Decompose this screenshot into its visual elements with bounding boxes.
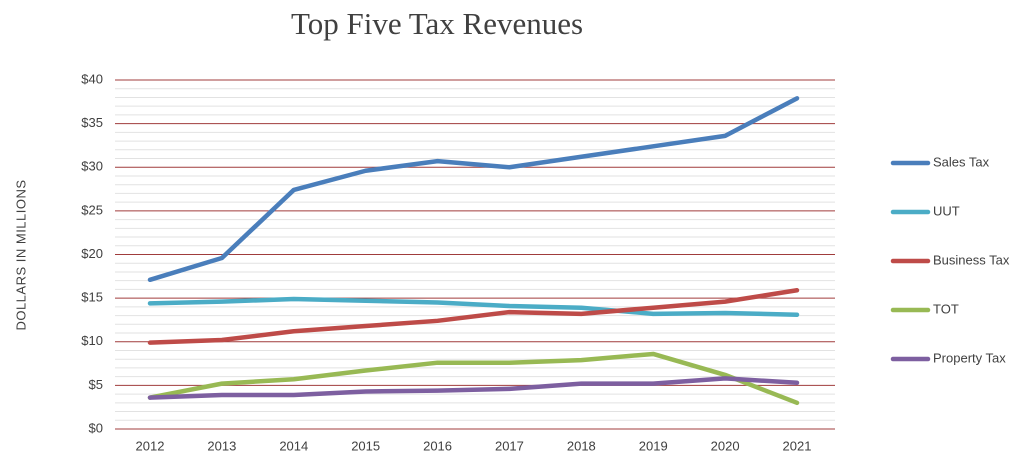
chart-title: Top Five Tax Revenues [291,6,583,41]
x-tick-label: 2012 [136,438,165,453]
series-line [147,376,800,400]
legend-label: Business Tax [933,252,1010,267]
x-tick-label: 2015 [351,438,380,453]
x-tick-label: 2013 [207,438,236,453]
x-tick-label: 2016 [423,438,452,453]
y-tick-label: $15 [81,290,103,305]
legend-label: TOT [933,301,959,316]
legend-label: Sales Tax [933,154,990,169]
x-tick-label: 2019 [639,438,668,453]
x-tick-label: 2020 [711,438,740,453]
y-tick-label: $30 [81,159,103,174]
y-tick-label: $25 [81,202,103,217]
y-tick-label: $40 [81,71,103,86]
series-line [147,296,800,317]
y-axis-title: DOLLARS IN MILLIONS [13,179,28,330]
legend-label: Property Tax [933,350,1006,365]
x-tick-label: 2017 [495,438,524,453]
y-tick-label: $20 [81,246,103,261]
series-line [147,351,800,406]
y-tick-label: $10 [81,333,103,348]
legend-label: UUT [933,203,960,218]
series-line [147,288,800,345]
x-tick-label: 2018 [567,438,596,453]
y-tick-label: $35 [81,115,103,130]
x-tick-label: 2021 [783,438,812,453]
x-tick-label: 2014 [279,438,308,453]
y-tick-label: $0 [89,420,103,435]
series-line [147,96,800,283]
y-tick-label: $5 [89,377,103,392]
